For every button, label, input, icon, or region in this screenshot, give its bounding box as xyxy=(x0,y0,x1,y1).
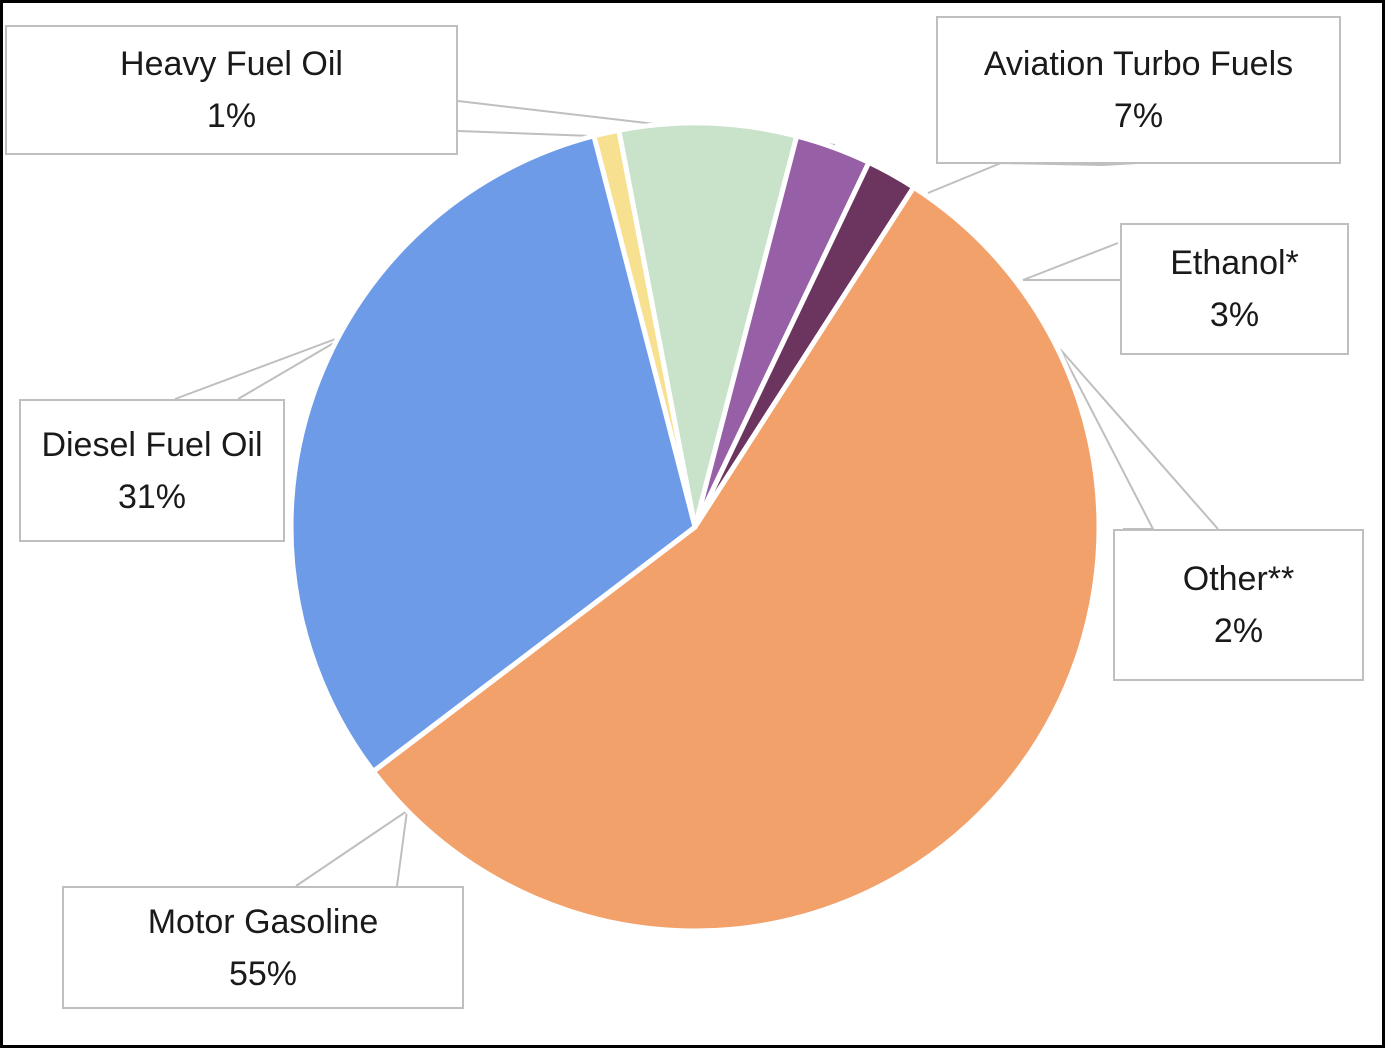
pie-slice-diesel-fuel-oil xyxy=(288,133,698,774)
label-aviation-turbo-fuels-name: Aviation Turbo Fuels xyxy=(983,45,1294,83)
label-motor-gasoline-value: 55% xyxy=(228,954,298,993)
label-heavy-fuel-oil: Heavy Fuel Oil 1% xyxy=(5,25,458,155)
pie-slice-motor-gasoline xyxy=(370,184,1102,934)
label-other-name: Other** xyxy=(1182,560,1295,598)
label-motor-gasoline-name: Motor Gasoline xyxy=(147,902,379,941)
label-ethanol-name: Ethanol* xyxy=(1170,244,1299,282)
label-aviation-turbo-fuels-value: 7% xyxy=(1113,97,1164,135)
label-diesel-fuel-oil: Diesel Fuel Oil 31% xyxy=(19,399,285,542)
label-heavy-fuel-oil-value: 1% xyxy=(206,97,257,135)
label-aviation-turbo-fuels: Aviation Turbo Fuels 7% xyxy=(936,16,1341,164)
label-diesel-fuel-oil-value: 31% xyxy=(117,477,187,516)
pie-slice-aviation-turbo-fuels xyxy=(616,120,800,530)
label-heavy-fuel-oil-name: Heavy Fuel Oil xyxy=(120,45,343,83)
label-ethanol: Ethanol* 3% xyxy=(1120,223,1349,355)
label-other: Other** 2% xyxy=(1113,529,1364,681)
label-ethanol-value: 3% xyxy=(1209,296,1260,334)
leader-heavy-fuel-oil xyxy=(457,100,836,146)
leader-ethanol xyxy=(1022,242,1120,281)
label-diesel-fuel-oil-name: Diesel Fuel Oil xyxy=(41,425,263,464)
leader-motor-gasoline xyxy=(295,808,409,887)
label-motor-gasoline: Motor Gasoline 55% xyxy=(62,886,464,1009)
label-other-value: 2% xyxy=(1213,612,1264,650)
pie-chart-svg xyxy=(174,100,1342,934)
pie-slices xyxy=(288,120,1102,934)
